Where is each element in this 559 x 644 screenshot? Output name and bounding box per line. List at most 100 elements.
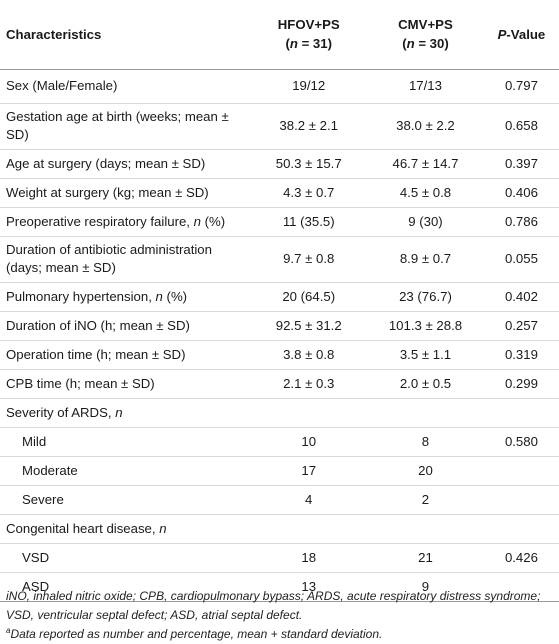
hfov-value: 2.1 ± 0.3 [250, 369, 368, 399]
hfov-value: 50.3 ± 15.7 [250, 149, 368, 179]
p-value: 0.055 [483, 236, 559, 283]
table-row: Pulmonary hypertension, n (%) 20 (64.5) 23… [0, 282, 559, 312]
table-row: Gestation age at birth (weeks; mean ± SD… [0, 103, 559, 150]
cmv-value: 9 (30) [367, 207, 484, 237]
table-row: Mild 10 8 0.580 [0, 427, 559, 457]
cmv-value: 38.0 ± 2.2 [367, 103, 484, 150]
cmv-value: 20 [367, 456, 484, 486]
row-label: Moderate [0, 456, 251, 486]
table-row: Age at surgery (days; mean ± SD) 50.3 ± 1… [0, 149, 559, 179]
row-label: ASD [0, 572, 251, 602]
row-label: Weight at surgery (kg; mean ± SD) [0, 178, 251, 208]
p-value: 0.402 [483, 282, 559, 312]
table-row: Severe 4 2 [0, 485, 559, 515]
hfov-value: 17 [250, 456, 368, 486]
header-hfov-n: (n = 31) [285, 36, 332, 52]
row-label: CPB time (h; mean ± SD) [0, 369, 251, 399]
hfov-value: 19/12 [250, 69, 368, 104]
p-value: 0.658 [483, 103, 559, 150]
p-value: 0.319 [483, 340, 559, 370]
p-value: 0.397 [483, 149, 559, 179]
table-row: ASD 13 9 [0, 572, 559, 602]
header-hfov: HFOV+PS (n = 31) [250, 0, 368, 70]
cmv-value: 101.3 ± 28.8 [367, 311, 484, 341]
cmv-value [367, 514, 484, 544]
abbreviations-note: iNO, inhaled nitric oxide; CPB, cardiopu… [6, 589, 541, 622]
hfov-value: 92.5 ± 31.2 [250, 311, 368, 341]
table-row: CPB time (h; mean ± SD) 2.1 ± 0.3 2.0 ± 0.… [0, 369, 559, 399]
p-value: 0.406 [483, 178, 559, 208]
header-cmv-title: CMV+PS [398, 17, 453, 33]
table-row: Preoperative respiratory failure, n (%) 1… [0, 207, 559, 237]
hfov-value: 10 [250, 427, 368, 457]
cmv-value: 3.5 ± 1.1 [367, 340, 484, 370]
header-row: Characteristics HFOV+PS (n = 31) CMV+PS … [0, 0, 559, 70]
cmv-value: 8 [367, 427, 484, 457]
row-label: Pulmonary hypertension, n (%) [0, 282, 251, 312]
hfov-value: 4 [250, 485, 368, 515]
p-value: 0.426 [483, 543, 559, 573]
cmv-value: 21 [367, 543, 484, 573]
row-label: Sex (Male/Female) [0, 69, 251, 104]
hfov-value: 20 (64.5) [250, 282, 368, 312]
cmv-value: 8.9 ± 0.7 [367, 236, 484, 283]
row-label: Gestation age at birth (weeks; mean ± SD… [0, 103, 251, 150]
row-label: Age at surgery (days; mean ± SD) [0, 149, 251, 179]
hfov-value: 3.8 ± 0.8 [250, 340, 368, 370]
hfov-value: 13 [250, 572, 368, 602]
p-value [483, 572, 559, 602]
p-value [483, 485, 559, 515]
hfov-value [250, 398, 368, 428]
row-label: Severity of ARDS, n [0, 398, 251, 428]
cmv-value: 46.7 ± 14.7 [367, 149, 484, 179]
cmv-value: 17/13 [367, 69, 484, 104]
header-hfov-title: HFOV+PS [277, 17, 340, 33]
row-label: VSD [0, 543, 251, 573]
row-label: Mild [0, 427, 251, 457]
cmv-value [367, 398, 484, 428]
table-row: Operation time (h; mean ± SD) 3.8 ± 0.8 3.… [0, 340, 559, 370]
p-value: 0.797 [483, 69, 559, 104]
row-label: Duration of iNO (h; mean ± SD) [0, 311, 251, 341]
table-row: Moderate 17 20 [0, 456, 559, 486]
characteristics-table: Characteristics HFOV+PS (n = 31) CMV+PS … [0, 0, 559, 602]
table-row: Duration of iNO (h; mean ± SD) 92.5 ± 31.… [0, 311, 559, 341]
footnote: aData reported as number and percentage,… [6, 626, 383, 642]
hfov-value: 18 [250, 543, 368, 573]
cmv-value: 2 [367, 485, 484, 515]
row-label: Severe [0, 485, 251, 515]
p-value: 0.580 [483, 427, 559, 457]
table-row: Congenital heart disease, n [0, 514, 559, 544]
p-value [483, 514, 559, 544]
table-row: Weight at surgery (kg; mean ± SD) 4.3 ± 0… [0, 178, 559, 208]
hfov-value: 4.3 ± 0.7 [250, 178, 368, 208]
row-label: Preoperative respiratory failure, n (%) [0, 207, 251, 237]
p-value: 0.299 [483, 369, 559, 399]
row-label: Duration of antibiotic administration (d… [0, 236, 251, 283]
table-row: Sex (Male/Female) 19/12 17/13 0.797 [0, 69, 559, 104]
cmv-value: 9 [367, 572, 484, 602]
p-value: 0.257 [483, 311, 559, 341]
cmv-value: 4.5 ± 0.8 [367, 178, 484, 208]
table-row: Severity of ARDS, n [0, 398, 559, 428]
table-row: Duration of antibiotic administration (d… [0, 236, 559, 283]
table-row: VSD 18 21 0.426 [0, 543, 559, 573]
cmv-value: 23 (76.7) [367, 282, 484, 312]
header-cmv: CMV+PS (n = 30) [367, 0, 484, 70]
row-label: Congenital heart disease, n [0, 514, 251, 544]
header-cmv-n: (n = 30) [402, 36, 449, 52]
cmv-value: 2.0 ± 0.5 [367, 369, 484, 399]
header-p-value: P-Value [483, 0, 559, 70]
hfov-value: 11 (35.5) [250, 207, 368, 237]
header-characteristics: Characteristics [0, 0, 251, 70]
hfov-value: 38.2 ± 2.1 [250, 103, 368, 150]
table-notes: iNO, inhaled nitric oxide; CPB, cardiopu… [6, 587, 554, 644]
row-label: Operation time (h; mean ± SD) [0, 340, 251, 370]
table-body: Sex (Male/Female) 19/12 17/13 0.797 Gestatio… [0, 69, 559, 602]
p-value [483, 398, 559, 428]
hfov-value [250, 514, 368, 544]
p-value [483, 456, 559, 486]
hfov-value: 9.7 ± 0.8 [250, 236, 368, 283]
p-value: 0.786 [483, 207, 559, 237]
